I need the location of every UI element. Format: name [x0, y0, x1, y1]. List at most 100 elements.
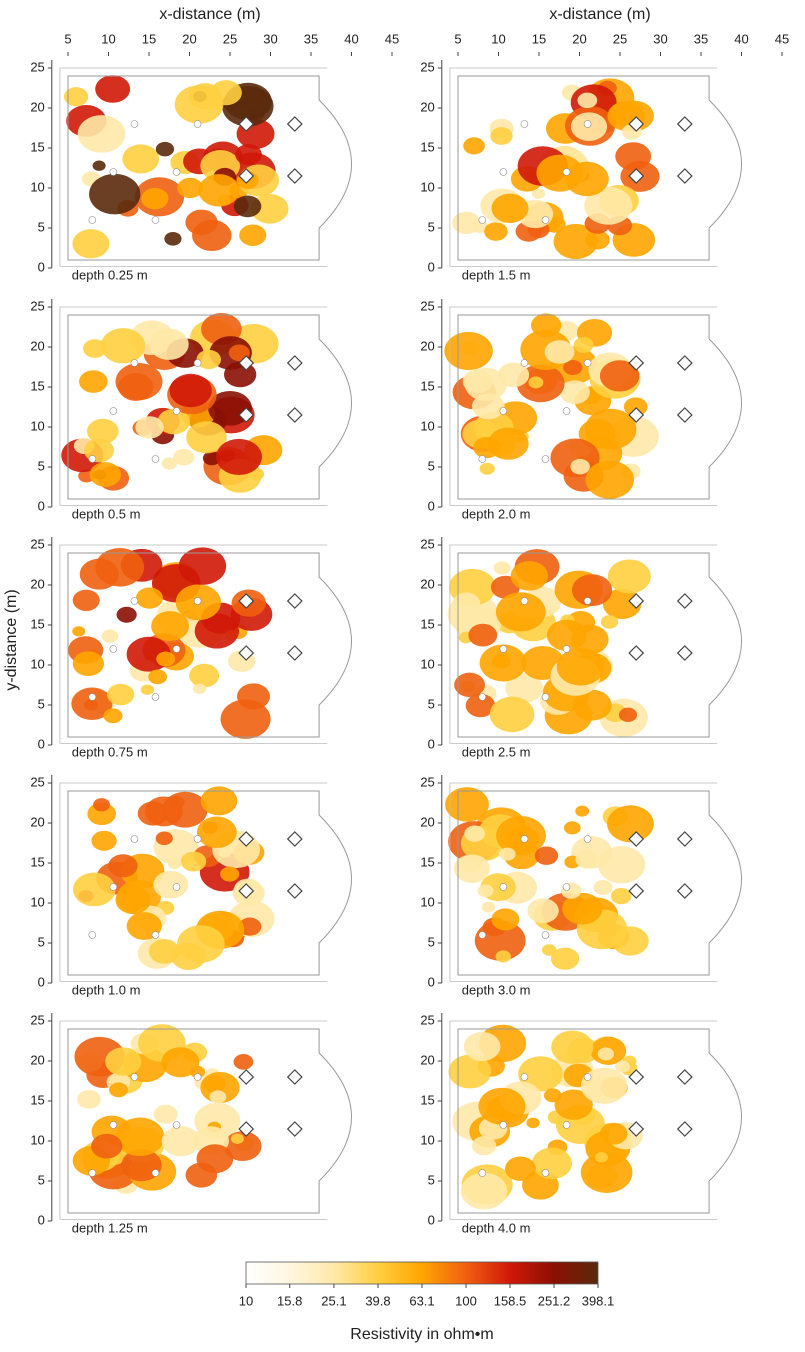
y-tick-label: 25: [420, 1012, 434, 1027]
pillar: [479, 456, 486, 463]
resistivity-patch: [482, 902, 496, 913]
resistivity-patch: [532, 1148, 572, 1180]
resistivity-patch: [581, 1067, 627, 1104]
y-tick-label: 10: [30, 1132, 44, 1147]
pillar: [131, 1074, 138, 1081]
map-panel: [60, 783, 352, 981]
y-tick-label: 15: [30, 378, 44, 393]
colorbar-tick-label: 100: [455, 1293, 477, 1308]
colorbar: [246, 1262, 598, 1284]
y-tick-label: 25: [30, 774, 44, 789]
x-axis-label: x-distance (m): [549, 6, 650, 23]
map-panel: [60, 545, 352, 743]
resistivity-patch: [153, 871, 188, 899]
x-tick-label: 20: [572, 31, 586, 46]
y-tick-label: 20: [420, 99, 434, 114]
resistivity-patch: [93, 798, 110, 811]
colorbar-tick-label: 15.8: [277, 1293, 302, 1308]
resistivity-patch: [148, 669, 167, 684]
resistivity-patch: [116, 1118, 165, 1157]
resistivity-patch: [551, 1031, 593, 1064]
resistivity-patch: [490, 697, 535, 732]
y-tick-label: 20: [420, 1052, 434, 1067]
resistivity-patch: [234, 1054, 254, 1070]
x-tick-label: 5: [64, 31, 71, 46]
y-tick-label: 20: [30, 576, 44, 591]
x-axis-label: x-distance (m): [159, 6, 260, 23]
resistivity-patch: [91, 831, 116, 851]
pillar: [584, 1074, 591, 1081]
resistivity-patch: [135, 416, 163, 438]
resistivity-patch: [472, 394, 505, 420]
resistivity-patch: [73, 590, 100, 611]
pillar: [110, 1122, 117, 1129]
resistivity-patch: [156, 142, 174, 156]
resistivity-patch: [108, 854, 137, 877]
y-tick-label: 10: [420, 418, 434, 433]
resistivity-patch: [598, 1047, 614, 1060]
pillar: [194, 121, 201, 128]
colorbar-tick-label: 10: [239, 1293, 253, 1308]
resistivity-patch: [218, 847, 232, 858]
y-tick-label: 5: [428, 458, 435, 473]
resistivity-patch: [478, 885, 494, 898]
pillar: [131, 836, 138, 843]
x-tick-label: 25: [613, 31, 627, 46]
panel-label: depth 0.5 m: [72, 506, 141, 521]
pillar: [194, 598, 201, 605]
x-tick-label: 30: [653, 31, 667, 46]
resistivity-patch: [115, 886, 150, 914]
resistivity-patch: [151, 611, 189, 641]
resistivity-patch: [452, 212, 480, 234]
colorbar-tick-label: 398.1: [582, 1293, 615, 1308]
resistivity-patch: [107, 684, 134, 706]
y-tick-label: 15: [420, 139, 434, 154]
map-panel: [448, 1021, 741, 1219]
pier: [678, 832, 692, 846]
resistivity-patch: [181, 851, 206, 871]
pier: [678, 169, 692, 183]
y-tick-label: 10: [420, 1132, 434, 1147]
y-tick-label: 20: [420, 576, 434, 591]
resistivity-patch: [83, 339, 107, 358]
y-tick-label: 15: [420, 854, 434, 869]
resistivity-patch: [78, 115, 126, 153]
resistivity-patch: [480, 463, 495, 475]
colorbar-tick-label: 25.1: [321, 1293, 346, 1308]
pillar: [521, 836, 528, 843]
resistivity-patch: [564, 821, 581, 834]
pillar: [89, 694, 96, 701]
resistivity-patch: [531, 313, 561, 337]
resistivity-patch: [161, 1047, 199, 1077]
resistivity-patch: [239, 224, 266, 245]
y-tick-label: 25: [420, 774, 434, 789]
resistivity-patch: [72, 626, 85, 636]
pillar: [563, 646, 570, 653]
pier: [239, 1070, 253, 1084]
pillar: [110, 169, 117, 176]
y-tick-label: 0: [38, 498, 45, 513]
map-panel: [444, 307, 741, 505]
pier: [288, 646, 302, 660]
resistivity-patch: [528, 377, 543, 389]
pillar: [173, 884, 180, 891]
resistivity-patch: [72, 229, 109, 258]
panel-label: depth 3.0 m: [462, 982, 531, 997]
figure: x-distance (m) x-distance (m) y-distance…: [0, 0, 805, 1352]
resistivity-patch: [185, 210, 217, 236]
resistivity-patch: [570, 459, 590, 474]
resistivity-patch: [454, 854, 490, 882]
resistivity-patch: [90, 462, 121, 487]
pillar: [479, 932, 486, 939]
resistivity-patch: [499, 848, 516, 861]
pillar: [584, 360, 591, 367]
pillar: [542, 932, 549, 939]
pillar: [584, 598, 591, 605]
resistivity-patch: [611, 888, 632, 904]
pillar: [584, 836, 591, 843]
resistivity-patch: [593, 880, 612, 895]
y-tick-label: 10: [30, 418, 44, 433]
resistivity-patch: [149, 329, 189, 360]
resistivity-patch: [505, 1156, 536, 1180]
map-panel: [447, 545, 741, 743]
